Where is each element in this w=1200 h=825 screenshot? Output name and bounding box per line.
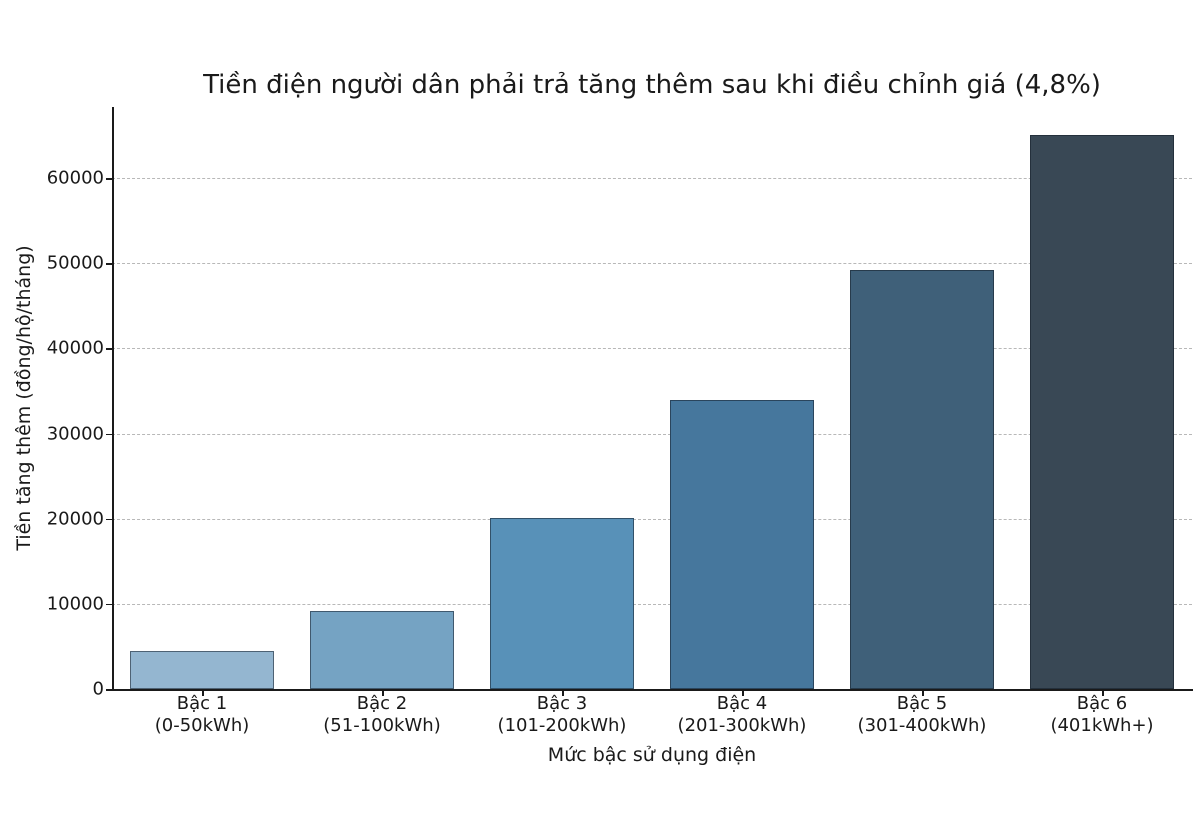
gridline <box>112 518 1192 520</box>
tier-name: Bậc 2 <box>356 693 408 714</box>
tier-name: Bậc 1 <box>176 693 228 714</box>
x-tick-mark <box>742 690 744 696</box>
y-tick-label: 10000 <box>46 593 104 615</box>
y-tick-mark <box>106 178 112 180</box>
y-axis-title: Tiền tăng thêm (đồng/hộ/tháng) <box>13 245 35 551</box>
x-axis-title: Mức bậc sử dụng điện <box>547 744 757 766</box>
x-tick-label: Bậc 4 (201-300kWh) <box>652 693 832 737</box>
tier-name: Bậc 4 <box>716 693 768 714</box>
tier-name: Bậc 5 <box>896 693 948 714</box>
x-tick-mark <box>562 690 564 696</box>
y-tick-mark <box>106 433 112 435</box>
bar-6 <box>1030 135 1174 689</box>
tier-range: (51-100kWh) <box>323 715 441 736</box>
tier-range: (401kWh+) <box>1050 715 1154 736</box>
y-tick-mark <box>106 263 112 265</box>
x-tick-label: Bậc 1 (0-50kWh) <box>112 693 292 737</box>
y-tick-mark <box>106 518 112 521</box>
x-tick-label: Bậc 3 (101-200kWh) <box>472 693 652 737</box>
x-tick-label: Bậc 6 (401kWh+) <box>1012 693 1192 737</box>
x-tick-mark <box>202 690 204 696</box>
y-tick-label: 40000 <box>46 337 104 359</box>
bar-4 <box>670 400 814 689</box>
y-tick-mark <box>106 348 112 350</box>
y-axis-spine <box>112 107 114 690</box>
gridline <box>112 433 1192 435</box>
bar-2 <box>310 610 454 689</box>
chart-title: Tiền điện người dân phải trả tăng thêm s… <box>203 70 1101 100</box>
x-tick-mark <box>922 690 924 696</box>
y-tick-mark <box>106 689 112 691</box>
bar-5 <box>850 269 994 689</box>
x-tick-label: Bậc 2 (51-100kWh) <box>292 693 472 737</box>
x-axis-spine <box>112 689 1193 691</box>
tier-name: Bậc 3 <box>536 693 588 714</box>
gridline <box>112 178 1192 179</box>
y-tick-label: 60000 <box>46 167 104 189</box>
y-tick-label: 20000 <box>46 508 104 530</box>
tier-range: (201-300kWh) <box>677 715 807 736</box>
gridline <box>112 603 1192 605</box>
y-tick-label: 30000 <box>46 423 104 444</box>
gridline <box>112 263 1192 265</box>
gridline <box>112 348 1192 350</box>
x-tick-label: Bậc 5 (301-400kWh) <box>832 693 1012 737</box>
bar-3 <box>490 517 634 689</box>
y-tick-mark <box>106 603 112 606</box>
tier-range: (0-50kWh) <box>154 715 250 736</box>
y-tick-label: 0 <box>92 678 104 700</box>
tier-range: (301-400kWh) <box>857 715 987 736</box>
y-tick-label: 50000 <box>46 252 104 274</box>
tier-name: Bậc 6 <box>1076 693 1128 714</box>
x-tick-mark <box>1102 690 1104 696</box>
bar-1 <box>130 650 274 689</box>
x-tick-mark <box>382 690 384 696</box>
tier-range: (101-200kWh) <box>497 715 627 736</box>
